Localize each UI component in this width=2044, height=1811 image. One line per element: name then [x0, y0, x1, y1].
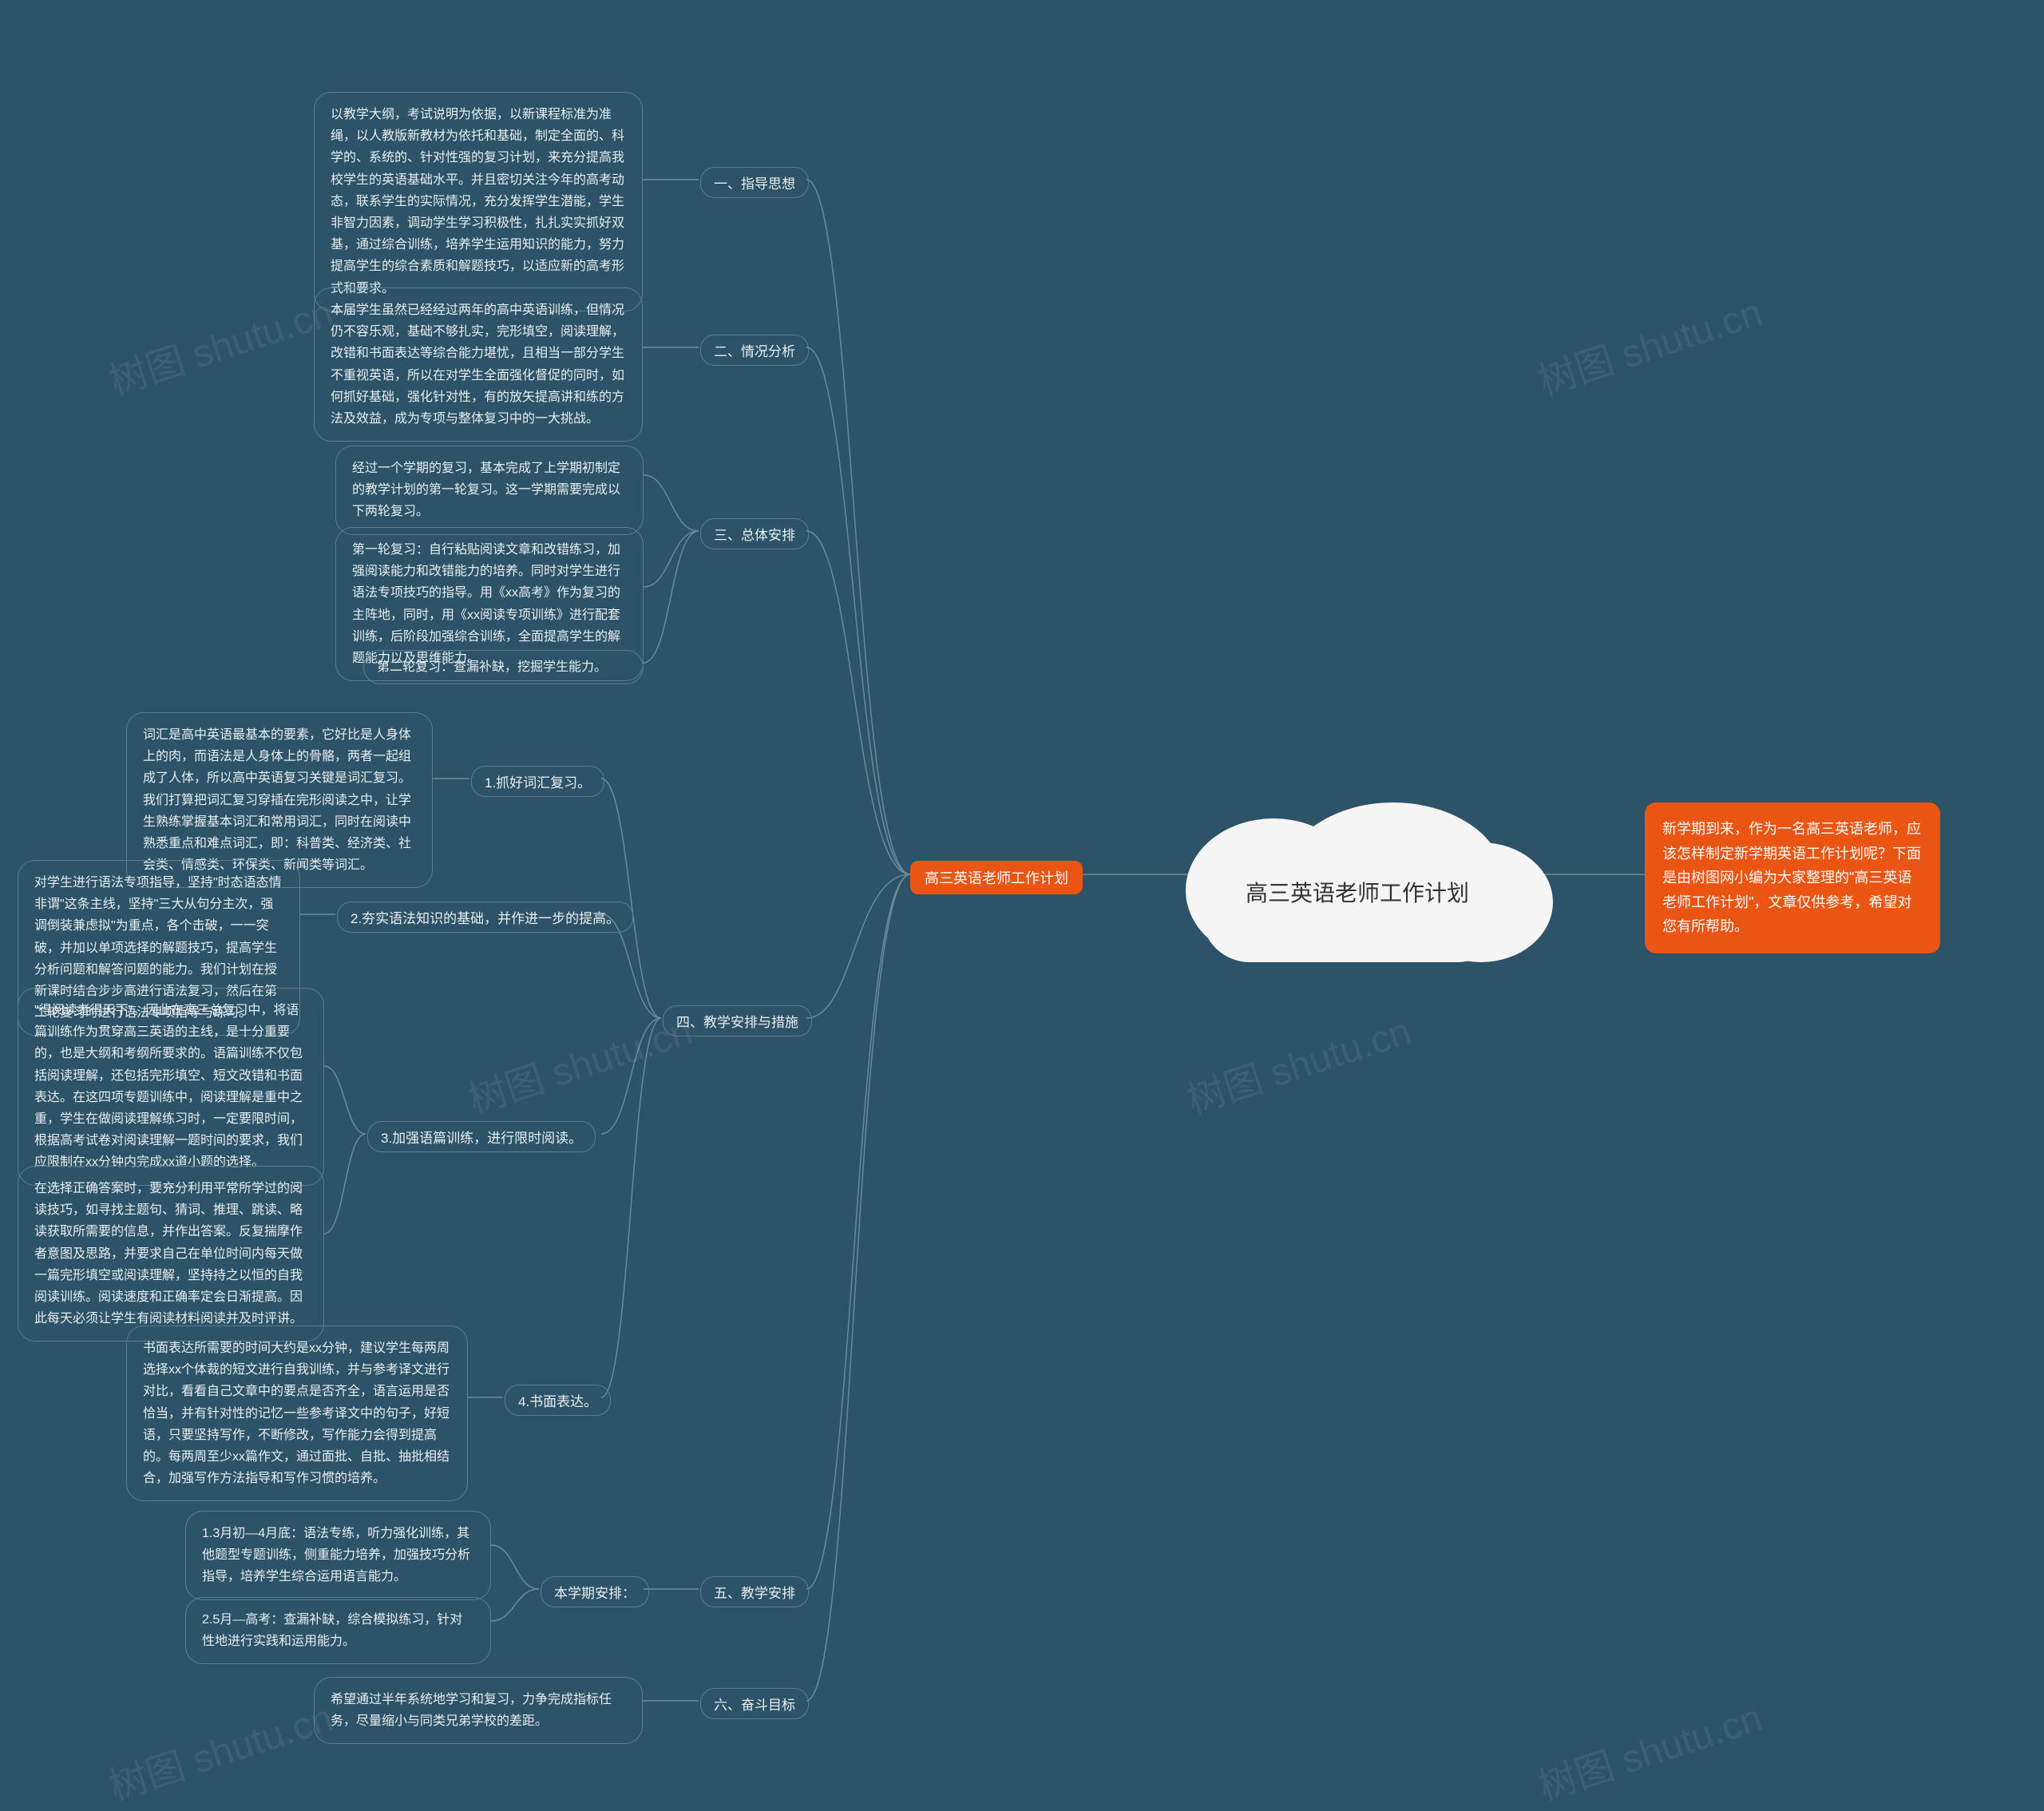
branch-6-leaf: 希望通过半年系统地学习和复习，力争完成指标任务，尽量缩小与同类兄弟学校的差距。 [314, 1677, 643, 1744]
branch-4-sub-2: 2.夯实语法知识的基础，并作进一步的提高。 [337, 902, 633, 933]
branch-4: 四、教学安排与措施 [663, 1005, 812, 1036]
branch-3: 三、总体安排 [700, 518, 809, 549]
watermark: 树图 shutu.cn [101, 281, 339, 406]
branch-5: 五、教学安排 [700, 1576, 809, 1607]
watermark: 树图 shutu.cn [1530, 281, 1768, 406]
branch-4-sub-3-leaf-2: 在选择正确答案时，要充分利用平常所学过的阅读技巧，如寻找主题句、猜词、推理、跳读… [18, 1166, 324, 1341]
branch-4-sub-3: 3.加强语篇训练，进行限时阅读。 [367, 1121, 596, 1152]
branch-3-leaf-3: 第二轮复习：查漏补缺，挖掘学生能力。 [363, 650, 644, 684]
watermark: 树图 shutu.cn [101, 1686, 339, 1811]
branch-1-leaf: 以教学大纲，考试说明为依据，以新课程标准为准绳，以人教版新教材为依托和基础，制定… [314, 92, 643, 311]
branch-5-leaf-2: 2.5月—高考：查漏补缺，综合模拟练习，针对性地进行实践和运用能力。 [185, 1597, 491, 1664]
root-node: 高三英语老师工作计划 [910, 861, 1083, 894]
branch-5-leaf-1: 1.3月初—4月底：语法专练，听力强化训练，其他题型专题训练，侧重能力培养，加强… [185, 1511, 491, 1600]
branch-4-sub-4-leaf: 书面表达所需要的时间大约是xx分钟，建议学生每两周选择xx个体裁的短文进行自我训… [126, 1326, 468, 1501]
branch-3-leaf-1: 经过一个学期的复习，基本完成了上学期初制定的教学计划的第一轮复习。这一学期需要完… [335, 446, 644, 535]
branch-2-leaf: 本届学生虽然已经经过两年的高中英语训练，但情况仍不容乐观，基础不够扎实，完形填空… [314, 287, 643, 442]
branch-4-sub-1: 1.抓好词汇复习。 [471, 766, 604, 797]
watermark: 树图 shutu.cn [1178, 1000, 1416, 1124]
watermark: 树图 shutu.cn [1530, 1686, 1768, 1811]
branch-2: 二、情况分析 [700, 335, 809, 366]
branch-4-sub-4: 4.书面表达。 [505, 1385, 611, 1416]
intro-box: 新学期到来，作为一名高三英语老师，应该怎样制定新学期英语工作计划呢？下面是由树图… [1645, 802, 1940, 953]
branch-6: 六、奋斗目标 [700, 1688, 809, 1719]
branch-5-sub: 本学期安排： [541, 1576, 649, 1607]
branch-1: 一、指导思想 [700, 167, 809, 198]
center-title: 高三英语老师工作计划 [1186, 876, 1529, 908]
center-node: 高三英语老师工作计划 [1186, 787, 1529, 962]
branch-4-sub-3-leaf-1: "得阅读者得天下"。因此在高三总复习中，将语篇训练作为贯穿高三英语的主线，是十分… [18, 988, 324, 1186]
